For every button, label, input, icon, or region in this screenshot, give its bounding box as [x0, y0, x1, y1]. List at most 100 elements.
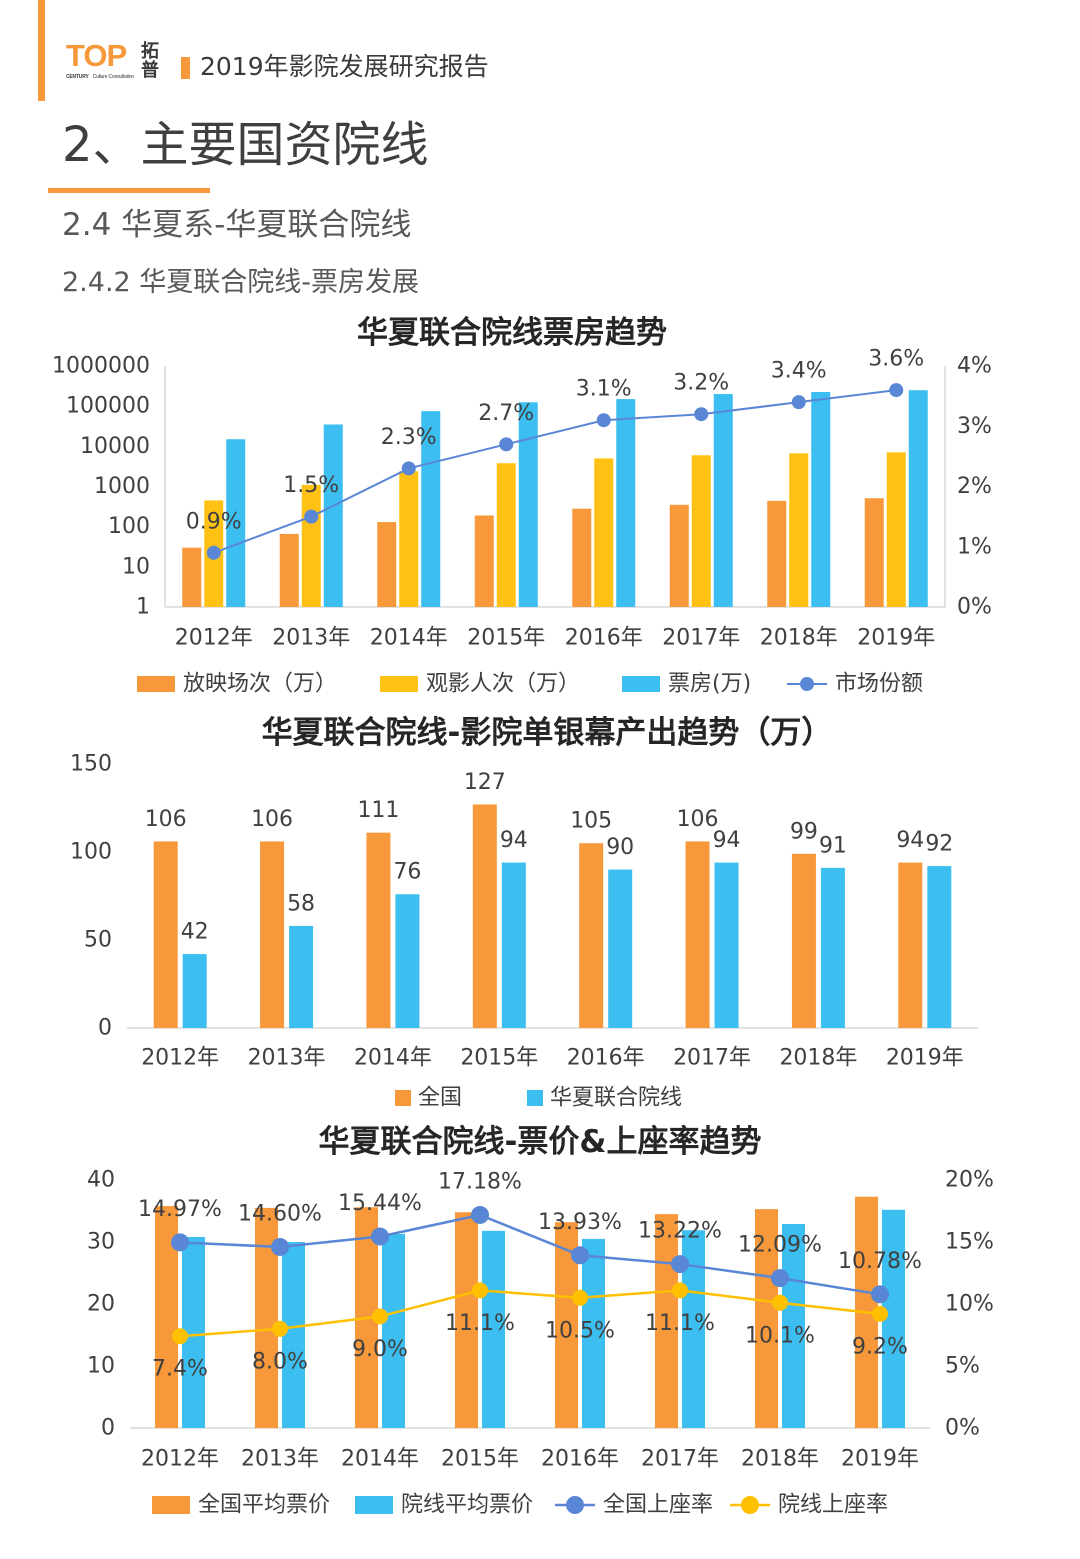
x-axis-tick-label: 2017年: [673, 1046, 751, 1071]
screenings-bar: [767, 500, 787, 607]
y-axis-tick-label: 150: [70, 752, 112, 777]
national-occupancy-data-label: 14.97%: [138, 1197, 222, 1222]
x-axis-tick-label: 2018年: [760, 626, 838, 651]
national-occupancy-data-label: 17.18%: [438, 1169, 522, 1194]
y2-axis-tick-label: 15%: [945, 1230, 994, 1255]
y-axis-tick-label: 100000: [66, 394, 150, 419]
market-share-data-label: 2.3%: [381, 425, 437, 450]
huaxia-output-bar: [714, 862, 739, 1028]
legend-national-occupancy-point-swatch: [566, 1496, 584, 1514]
screenings-bar: [669, 504, 689, 607]
screenings-bar: [279, 533, 299, 607]
box-office-bar: [518, 402, 538, 607]
legend-national-avg-ticket-price-swatch: [152, 1496, 190, 1514]
section-subtitle: 2.4 华夏系-华夏联合院线: [62, 207, 412, 243]
y2-axis-tick-label: 0%: [945, 1416, 980, 1441]
circuit-occupancy-data-label: 10.5%: [545, 1318, 615, 1343]
y-axis-tick-label: 50: [84, 928, 112, 953]
huaxia-output-bar: [182, 954, 207, 1028]
y-axis-tick-label: 100: [108, 514, 150, 539]
legend-circuit-avg-ticket-price-swatch: [355, 1496, 393, 1514]
y2-axis-tick-label: 3%: [957, 414, 992, 439]
x-axis-tick-label: 2012年: [141, 1447, 219, 1472]
y2-axis-tick-label: 1%: [957, 534, 992, 559]
x-axis-tick-label: 2014年: [341, 1447, 419, 1472]
y2-axis-tick-label: 2%: [957, 474, 992, 499]
y-axis-tick-label: 10: [87, 1354, 115, 1379]
circuit-occupancy-point: [672, 1282, 688, 1299]
circuit-occupancy-data-label: 10.1%: [745, 1323, 815, 1348]
huaxia-output-data-label: 58: [287, 891, 315, 916]
national-occupancy-point: [171, 1233, 189, 1252]
y2-axis-tick-label: 20%: [945, 1168, 994, 1193]
circuit-occupancy-data-label: 8.0%: [252, 1349, 308, 1374]
huaxia-output-data-label: 94: [500, 828, 528, 853]
ticket-price-occupancy-chart: 0 10 20 30 40 0% 5% 10% 15% 20% 2012年 2013年 2014年 201…: [87, 1168, 994, 1518]
circuit-avg-ticket-price-bar: [882, 1209, 905, 1428]
huaxia-output-data-label: 91: [819, 833, 847, 858]
admissions-bar: [886, 452, 906, 607]
y-axis-tick-label: 10: [122, 554, 150, 579]
logo-chinese-name: 拓 普: [140, 42, 160, 80]
x-axis-tick-label: 2019年: [857, 626, 935, 651]
box-office-bar: [908, 390, 928, 607]
legend-admissions-label: 观影人次（万）: [426, 672, 580, 697]
y-axis-tick-label: 0: [98, 1016, 112, 1041]
x-axis-tick-label: 2017年: [641, 1447, 719, 1472]
huaxia-output-data-label: 42: [181, 920, 209, 945]
national-occupancy-point: [371, 1227, 389, 1246]
y-axis-tick-label: 1: [136, 595, 150, 620]
circuit-occupancy-point: [772, 1294, 788, 1311]
screenings-bar: [182, 547, 202, 607]
admissions-bar: [399, 471, 419, 607]
section-title-underline: [48, 188, 210, 193]
national-occupancy-data-label: 13.22%: [638, 1219, 722, 1244]
market-share-point: [304, 509, 319, 524]
national-output-bar: [472, 804, 497, 1028]
national-output-data-label: 99: [790, 819, 818, 844]
x-axis-tick-label: 2016年: [541, 1447, 619, 1472]
company-logo: TOP 拓 普 CENTURY Culture Consultation: [64, 38, 174, 84]
legend-screenings-label: 放映场次（万）: [183, 672, 337, 697]
national-occupancy-point: [271, 1237, 289, 1256]
market-share-data-label: 2.7%: [478, 401, 534, 426]
circuit-occupancy-data-label: 9.0%: [352, 1337, 408, 1362]
huaxia-output-bar: [820, 867, 845, 1028]
legend-circuit-avg-ticket-price-label: 院线平均票价: [401, 1493, 533, 1518]
legend-circuit-occupancy-label: 院线上座率: [778, 1493, 888, 1518]
legend-circuit-occupancy-point-swatch: [741, 1496, 759, 1514]
huaxia-output-bar: [927, 866, 952, 1028]
legend-box-office-label: 票房(万): [668, 672, 751, 697]
huaxia-output-data-label: 94: [713, 828, 741, 853]
huaxia-output-data-label: 90: [606, 835, 634, 860]
huaxia-output-bar: [608, 869, 633, 1028]
market-share-point: [401, 461, 416, 476]
national-occupancy-point: [471, 1205, 489, 1224]
national-output-data-label: 106: [145, 807, 187, 832]
x-axis-tick-label: 2015年: [467, 626, 545, 651]
market-share-line: [213, 389, 897, 554]
circuit-avg-ticket-price-bar: [282, 1242, 305, 1428]
logo-chinese-char: 普: [141, 60, 159, 81]
circuit-occupancy-data-label: 9.2%: [852, 1334, 908, 1359]
market-share-point: [596, 413, 611, 428]
circuit-occupancy-data-label: 11.1%: [645, 1311, 715, 1336]
admissions-bar: [789, 453, 809, 607]
national-output-data-label: 111: [357, 798, 399, 823]
report-title-marker: [181, 57, 190, 79]
logo-tagline: CENTURY Culture Consultation: [66, 74, 134, 80]
national-output-bar: [791, 853, 816, 1028]
market-share-point: [889, 383, 904, 398]
national-output-bar: [579, 843, 604, 1028]
huaxia-output-bar: [289, 925, 314, 1028]
box-office-trend-chart-title: 华夏联合院线票房趋势: [357, 315, 667, 351]
market-share-data-label: 3.2%: [673, 371, 729, 396]
left-accent-bar: [38, 0, 45, 101]
circuit-avg-ticket-price-bar: [182, 1237, 205, 1428]
x-axis-tick-label: 2013年: [248, 1046, 326, 1071]
national-output-data-label: 94: [896, 828, 924, 853]
national-avg-ticket-price-bar: [855, 1196, 878, 1428]
market-share-data-label: 3.4%: [771, 359, 827, 384]
market-share-point: [499, 437, 514, 452]
y-axis-tick-label: 40: [87, 1168, 115, 1193]
